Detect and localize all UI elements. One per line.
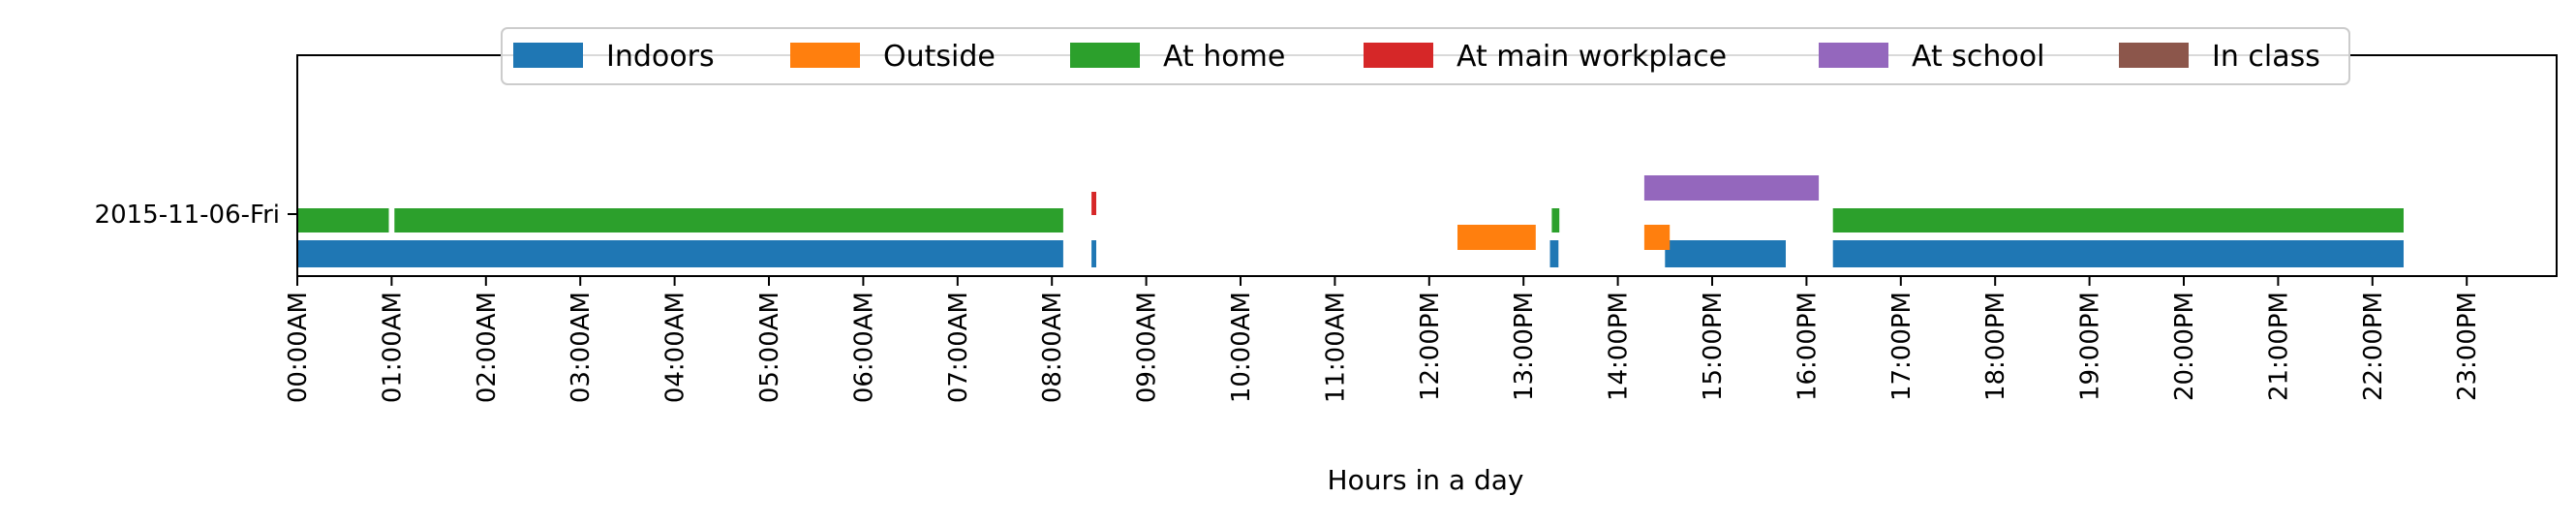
x-tick-label: 13:00PM xyxy=(1510,292,1539,401)
bar-at-main-workplace-0 xyxy=(1091,192,1096,215)
x-tick-label: 05:00AM xyxy=(755,292,784,403)
x-tick-label: 22:00PM xyxy=(2359,292,2388,401)
bars-group xyxy=(297,175,2404,267)
bar-at-home-0 xyxy=(297,208,389,232)
x-tick-label: 09:00AM xyxy=(1133,292,1162,403)
legend-label: Indoors xyxy=(606,40,715,74)
x-tick-label: 06:00AM xyxy=(849,292,878,403)
bar-outside-1 xyxy=(1643,225,1671,250)
bar-indoors-1 xyxy=(1091,240,1096,267)
bar-at-home-1 xyxy=(394,208,1063,232)
legend-label: At home xyxy=(1163,40,1285,74)
x-tick-label: 20:00PM xyxy=(2170,292,2199,401)
plot-area xyxy=(297,55,2557,276)
bar-indoors-4 xyxy=(1832,240,2404,267)
x-tick-label: 00:00AM xyxy=(284,292,313,403)
bar-indoors-3 xyxy=(1665,240,1786,267)
x-tick-label: 21:00PM xyxy=(2264,292,2293,401)
x-tick-label: 19:00PM xyxy=(2076,292,2105,401)
legend-label: At main workplace xyxy=(1457,40,1727,74)
x-tick-label: 07:00AM xyxy=(944,292,973,403)
y-axis: 2015-11-06-Fri xyxy=(95,201,297,230)
bar-indoors-0 xyxy=(297,240,1063,267)
legend-swatch-outside xyxy=(790,43,860,68)
legend-swatch-at-school xyxy=(1819,43,1888,68)
legend-label: Outside xyxy=(883,40,996,74)
x-axis: 00:00AM 01:00AM 02:00AM 03:00AM 04:00AM 05:00… xyxy=(284,276,2482,403)
x-tick-label: 02:00AM xyxy=(473,292,502,403)
x-tick-label: 18:00PM xyxy=(1981,292,2010,401)
x-tick-label: 16:00PM xyxy=(1793,292,1822,401)
x-tick-label: 14:00PM xyxy=(1605,292,1634,401)
x-tick-label: 23:00PM xyxy=(2453,292,2482,401)
legend-swatch-indoors xyxy=(513,43,583,68)
x-tick-label: 10:00AM xyxy=(1227,292,1256,403)
bar-outside-0 xyxy=(1457,225,1536,250)
legend-swatch-in-class xyxy=(2119,43,2189,68)
x-tick-label: 11:00AM xyxy=(1321,292,1350,403)
bar-at-school-0 xyxy=(1643,175,1820,201)
x-tick-label: 12:00PM xyxy=(1416,292,1445,401)
legend-swatch-at-main-workplace xyxy=(1364,43,1433,68)
legend-label: In class xyxy=(2212,40,2320,74)
y-tick-label: 2015-11-06-Fri xyxy=(95,201,280,230)
legend-label: At school xyxy=(1912,40,2044,74)
legend-swatch-at-home xyxy=(1070,43,1140,68)
x-tick-label: 01:00AM xyxy=(378,292,407,403)
bar-at-home-3 xyxy=(1832,208,2404,232)
x-tick-label: 17:00PM xyxy=(1887,292,1917,401)
bar-indoors-2 xyxy=(1549,240,1559,267)
x-tick-label: 15:00PM xyxy=(1699,292,1728,401)
x-tick-label: 03:00AM xyxy=(567,292,596,403)
bar-at-home-2 xyxy=(1551,208,1560,232)
x-tick-label: 08:00AM xyxy=(1038,292,1067,403)
x-tick-label: 04:00AM xyxy=(661,292,690,403)
legend: Indoors Outside At home At main workplace At… xyxy=(501,27,2350,85)
x-axis-label: Hours in a day xyxy=(1328,464,1524,496)
